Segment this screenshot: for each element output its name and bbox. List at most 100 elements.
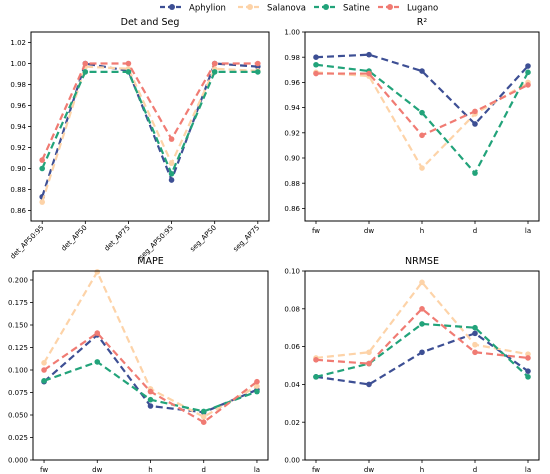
data-point [419,165,425,171]
data-point [147,403,154,409]
series-line [41,70,258,175]
y-tick-label: 0.10 [284,268,300,276]
series [313,279,531,361]
series-line [315,281,529,360]
series-line [315,307,529,365]
data-point [168,136,175,142]
data-point [419,279,425,286]
legend-marker [169,4,175,10]
legend-entry: Satine [314,4,370,14]
y-tick-label: 0.88 [284,180,300,188]
plot-frame [304,270,540,461]
x-tick-label: fw [40,466,48,474]
legend-marker [323,4,329,10]
data-point [525,69,531,76]
x-tick-label: det_AP50:95 [9,224,46,261]
x-tick-label: dw [364,466,374,474]
y-tick-label: 0.92 [284,129,300,137]
y-tick-label: 0.075 [8,389,28,397]
series [313,70,531,139]
y-tick-label: 0.94 [284,104,300,112]
y-tick-label: 0.06 [284,343,300,351]
series-line [315,322,529,378]
legend-entry: Aphylion [160,4,226,14]
series [41,330,260,426]
x-tick-label: d [202,466,206,474]
data-point [82,60,89,67]
data-point [168,177,175,183]
y-tick-label: 0.02 [284,419,300,427]
data-point [472,170,478,176]
data-point [211,69,218,75]
x-tick-label: fw [312,466,320,474]
x-tick-label: la [525,466,531,474]
x-tick-label: det_AP50 [60,224,89,253]
x-tick-label: seg_AP50 [189,224,219,254]
x-tick-label: h [420,227,424,235]
data-point [313,70,319,77]
data-point [366,70,372,77]
series [39,60,261,163]
chart-title: Det and Seg [121,17,180,28]
series-line [41,62,258,161]
data-point [200,408,207,415]
data-point [41,378,47,384]
data-point [525,355,531,361]
y-tick-label: 0.00 [284,457,300,465]
data-point [419,109,425,116]
data-point [254,388,260,395]
x-tick-label: h [148,466,152,474]
y-tick-label: 0.000 [8,457,28,465]
x-tick-label: det_AP75 [103,224,132,253]
chart-title: NRMSE [405,256,439,267]
chart-panels: Det and Seg 0.86 0.88 0.90 0.92 0.94 0.96 0.98 1… [8,17,540,474]
y-tick-label: 0.98 [284,54,300,62]
data-point [39,199,45,205]
data-point [366,51,372,58]
series [313,61,531,176]
data-point [147,396,154,403]
series-line [43,332,258,424]
chart-panel: Det and Seg 0.86 0.88 0.90 0.92 0.94 0.96 0.98 1… [9,17,270,261]
legend-label: Lugano [407,4,438,14]
series-line [41,62,258,198]
data-point [94,269,101,275]
y-tick-label: 1.02 [10,39,26,47]
y-tick-label: 1.00 [284,29,300,37]
y-tick-label: 0.94 [10,123,26,131]
plot-frame [304,31,540,222]
series [313,330,531,388]
data-point [254,383,260,390]
y-tick-label: 0.92 [10,144,26,152]
data-point [168,160,175,167]
x-tick-label: d [473,466,477,474]
legend-marker [247,4,253,10]
data-point [147,388,154,395]
x-tick-label: la [254,466,260,474]
y-tick-label: 0.90 [10,165,26,173]
chart-title: MAPE [137,256,163,267]
y-tick-label: 0.125 [8,344,28,352]
series [313,306,531,367]
data-point [313,54,319,60]
x-tick-label: h [420,466,424,474]
legend: Aphylion Salanova Satine Lugano [160,4,438,14]
x-tick-label: la [525,227,531,235]
data-point [168,170,175,177]
x-tick-label: d [473,227,477,235]
series-line [316,72,529,137]
legend-label: Salanova [267,4,306,14]
data-point [313,61,319,68]
series [313,51,531,127]
series [41,359,260,415]
data-point [419,132,425,139]
chart-title: R² [417,17,428,28]
data-point [313,357,319,363]
legend-entry: Lugano [378,4,438,14]
legend-label: Aphylion [189,4,226,14]
data-point [419,68,425,74]
data-point [366,349,372,356]
data-point [125,60,132,67]
y-tick-label: 0.90 [284,155,300,163]
data-point [419,321,425,327]
